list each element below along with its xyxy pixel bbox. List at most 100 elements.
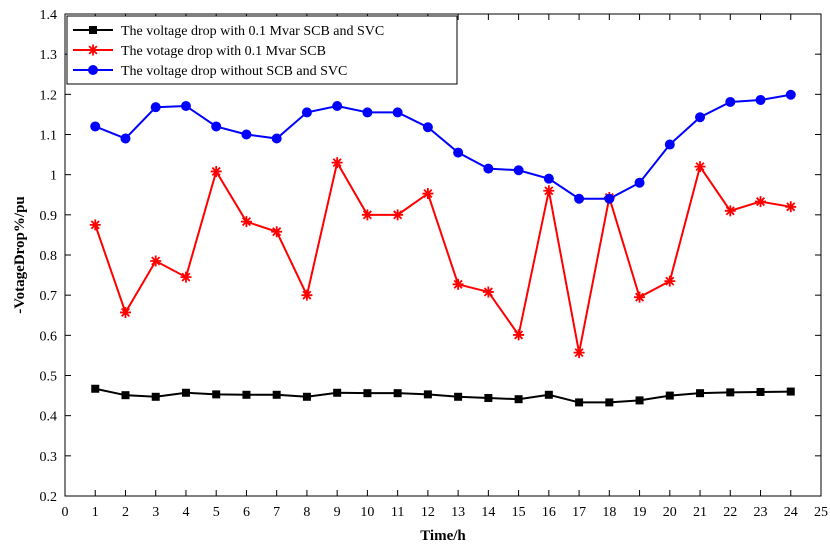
x-tick-label: 25 bbox=[814, 505, 828, 520]
data-point bbox=[333, 388, 342, 397]
data-point bbox=[301, 289, 313, 301]
data-point bbox=[121, 391, 130, 400]
x-tick-label: 13 bbox=[451, 505, 465, 520]
x-tick-label: 19 bbox=[633, 505, 647, 520]
data-point bbox=[695, 112, 706, 123]
data-point bbox=[514, 395, 523, 404]
data-point bbox=[785, 201, 797, 213]
data-point bbox=[91, 384, 100, 393]
series-1 bbox=[91, 384, 795, 407]
legend-box bbox=[66, 15, 458, 85]
data-point bbox=[574, 193, 585, 204]
x-tick-label: 17 bbox=[572, 505, 586, 520]
data-point bbox=[240, 216, 252, 228]
data-point bbox=[150, 102, 161, 113]
data-point bbox=[575, 398, 584, 407]
data-point bbox=[271, 226, 283, 238]
y-axis-title: -VotageDrop%/pu bbox=[12, 196, 28, 314]
data-point bbox=[664, 139, 675, 150]
data-point bbox=[392, 209, 404, 221]
data-point bbox=[211, 121, 222, 132]
data-point bbox=[361, 209, 373, 221]
x-tick-label: 11 bbox=[391, 505, 404, 520]
data-point bbox=[120, 133, 131, 144]
data-point bbox=[694, 161, 706, 173]
x-tick-label: 20 bbox=[663, 505, 677, 520]
data-point bbox=[301, 107, 312, 118]
x-tick-label: 24 bbox=[784, 505, 798, 520]
data-point bbox=[181, 388, 190, 397]
data-point bbox=[696, 389, 705, 398]
series-line bbox=[94, 159, 791, 353]
data-point bbox=[210, 165, 222, 177]
data-point bbox=[755, 196, 767, 208]
x-tick-label: 3 bbox=[152, 505, 159, 520]
x-tick-label: 0 bbox=[62, 505, 69, 520]
data-point bbox=[724, 205, 736, 217]
legend: The voltage drop with 0.1 Mvar SCB and S… bbox=[66, 15, 458, 85]
y-tick-label: 1.2 bbox=[40, 88, 58, 103]
x-tick-label: 12 bbox=[421, 505, 435, 520]
y-tick-label: 1.3 bbox=[40, 48, 58, 63]
data-point bbox=[543, 173, 554, 184]
data-point bbox=[423, 390, 432, 399]
x-tick-label: 18 bbox=[602, 505, 616, 520]
data-point bbox=[453, 147, 464, 158]
series-layer bbox=[89, 89, 797, 407]
x-tick-label: 14 bbox=[481, 505, 495, 520]
plot-area bbox=[64, 13, 822, 497]
legend-marker bbox=[89, 26, 97, 34]
data-point bbox=[664, 275, 676, 287]
data-point bbox=[271, 133, 282, 144]
data-point bbox=[89, 219, 101, 231]
data-point bbox=[454, 392, 463, 401]
x-axis-title: Time/h bbox=[420, 528, 466, 544]
data-point bbox=[634, 291, 646, 303]
data-point bbox=[513, 165, 524, 176]
data-point bbox=[513, 329, 525, 341]
x-tick-label: 1 bbox=[92, 505, 99, 520]
y-tick-label: 0.4 bbox=[40, 410, 58, 425]
data-point bbox=[786, 387, 795, 396]
y-tick-label: 0.7 bbox=[40, 289, 58, 304]
data-point bbox=[212, 390, 221, 399]
data-point bbox=[272, 390, 281, 399]
legend-label: The voltage drop with 0.1 Mvar SCB and S… bbox=[121, 24, 384, 39]
data-point bbox=[180, 100, 191, 111]
y-tick-label: 0.6 bbox=[40, 329, 58, 344]
data-point bbox=[634, 177, 645, 188]
series-line bbox=[94, 93, 791, 200]
x-tick-label: 15 bbox=[512, 505, 526, 520]
data-point bbox=[452, 278, 464, 290]
data-point bbox=[543, 185, 555, 197]
y-tick-label: 0.2 bbox=[40, 490, 58, 505]
series-line bbox=[95, 387, 791, 404]
x-tick-label: 21 bbox=[693, 505, 707, 520]
data-point bbox=[180, 271, 192, 283]
data-point bbox=[482, 286, 494, 298]
data-point bbox=[393, 389, 402, 398]
data-point bbox=[119, 306, 131, 318]
x-tick-label: 7 bbox=[273, 505, 280, 520]
y-tick-label: 0.3 bbox=[40, 450, 58, 465]
data-point bbox=[785, 89, 796, 100]
x-tick-label: 23 bbox=[754, 505, 768, 520]
data-point bbox=[422, 122, 433, 133]
legend-marker bbox=[88, 65, 98, 75]
data-point bbox=[362, 107, 373, 118]
data-point bbox=[363, 389, 372, 398]
x-tick-label: 9 bbox=[334, 505, 341, 520]
series-3 bbox=[90, 89, 796, 204]
data-point bbox=[665, 391, 674, 400]
data-point bbox=[392, 107, 403, 118]
y-axis: 0.2 0.3 0.4 0.5 0.6 0.7 0.8 0.9 1 1.1 1.2 1.3 1.4 bbox=[40, 8, 821, 505]
y-tick-label: 1 bbox=[50, 169, 57, 184]
y-tick-label: 0.8 bbox=[40, 249, 58, 264]
data-point bbox=[332, 100, 343, 111]
y-tick-label: 1.1 bbox=[40, 129, 58, 144]
data-point bbox=[422, 188, 434, 200]
data-point bbox=[150, 255, 162, 267]
data-point bbox=[756, 387, 765, 396]
data-point bbox=[242, 390, 251, 399]
